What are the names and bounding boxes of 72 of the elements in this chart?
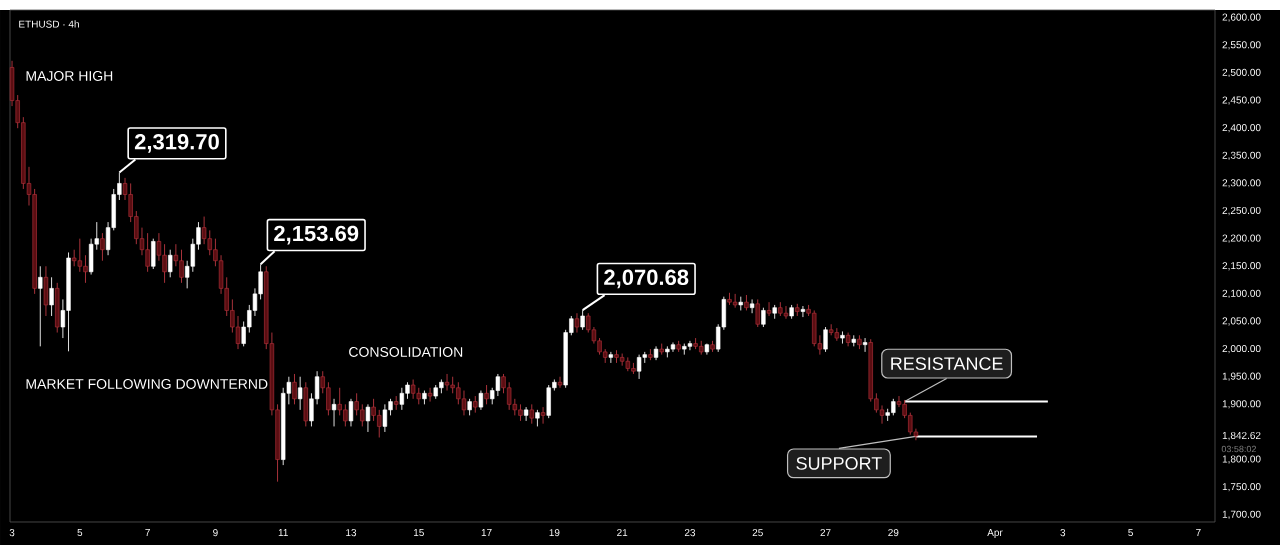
x-tick-label: 11 [278,529,288,536]
y-tick-label: 2,400.00 [1222,124,1261,133]
annotation: 2,153.69 [274,225,359,245]
annotation: RESISTANCE [891,357,1003,370]
candlestick [100,232,105,262]
x-tick-label: Apr [987,529,1003,538]
candlestick [49,276,54,317]
y-tick-label: 1,950.00 [1222,372,1261,381]
x-tick-label: 5 [77,529,83,537]
y-tick-label: 2,450.00 [1222,96,1261,105]
x-tick-label: 3 [9,529,15,537]
candlestick [365,403,371,433]
candlestick [292,373,297,405]
candlestick [484,384,489,405]
y-tick-label: 2,500.00 [1222,68,1261,78]
annotation: MARKET FOLLOWING DOWNTERND [26,379,268,389]
candlestick [800,305,806,318]
candlestick [761,307,766,328]
x-tick-label: 17 [481,529,492,536]
y-tick-label: 2,000.00 [1222,344,1261,354]
y-tick-label: 2,550.00 [1222,41,1261,50]
x-tick-label: 21 [617,529,628,537]
annotation: 2,319.70 [134,134,219,153]
candlestick [540,406,546,425]
x-tick-label: 7 [145,529,150,536]
candlestick [38,265,43,347]
annotation: MAJOR HIGH [26,71,113,81]
candlestick [557,376,563,389]
annotation: CONSOLIDATION [349,347,463,357]
text: 03:58:02 [1221,445,1256,453]
candlestick [529,403,534,425]
x-tick-label: 15 [413,529,424,537]
y-tick-label: 2,300.00 [1222,179,1261,188]
candlestick [523,406,529,422]
x-tick-label: 7 [1196,529,1201,536]
x-tick-label: 23 [684,529,696,537]
candlestick [862,337,868,353]
candlestick [749,298,755,314]
candlestick [608,351,614,364]
x-tick-label: 5 [1128,529,1133,537]
y-tick-label: 1,750.00 [1222,483,1261,492]
y-tick-label: 1,842.62 [1222,431,1261,441]
candlestick [574,312,580,334]
annotation: SUPPORT [796,456,882,470]
y-tick-label: 1,900.00 [1222,400,1261,409]
y-tick-label: 2,100.00 [1222,289,1261,299]
y-tick-label: 2,350.00 [1222,151,1261,160]
y-tick-label: 1,700.00 [1222,510,1261,519]
x-tick-label: 3 [1060,529,1066,537]
candlestick [168,249,173,278]
y-tick-label: 2,250.00 [1222,206,1261,216]
x-tick-label: 27 [820,529,831,537]
text: ETHUSD · 4h [19,20,79,28]
y-tick-label: 2,050.00 [1222,317,1261,326]
candlestick [755,298,760,328]
x-tick-label: 9 [213,529,218,537]
candlestick [478,390,484,411]
x-tick-label: 19 [549,529,560,537]
candlestick [348,398,354,427]
y-tick-label: 2,200.00 [1222,234,1261,243]
candlestick [427,387,433,403]
x-tick-label: 29 [888,529,899,537]
x-tick-label: 13 [346,529,357,537]
annotation: 2,070.68 [604,269,689,289]
x-tick-label: 25 [752,529,763,537]
candlestick [823,326,828,353]
candlestick [331,398,337,427]
y-tick-label: 1,800.00 [1222,455,1261,464]
y-tick-label: 2,150.00 [1222,262,1261,271]
candlestick [766,301,772,317]
candlestick [297,376,303,411]
y-tick-label: 2,600.00 [1222,13,1261,22]
